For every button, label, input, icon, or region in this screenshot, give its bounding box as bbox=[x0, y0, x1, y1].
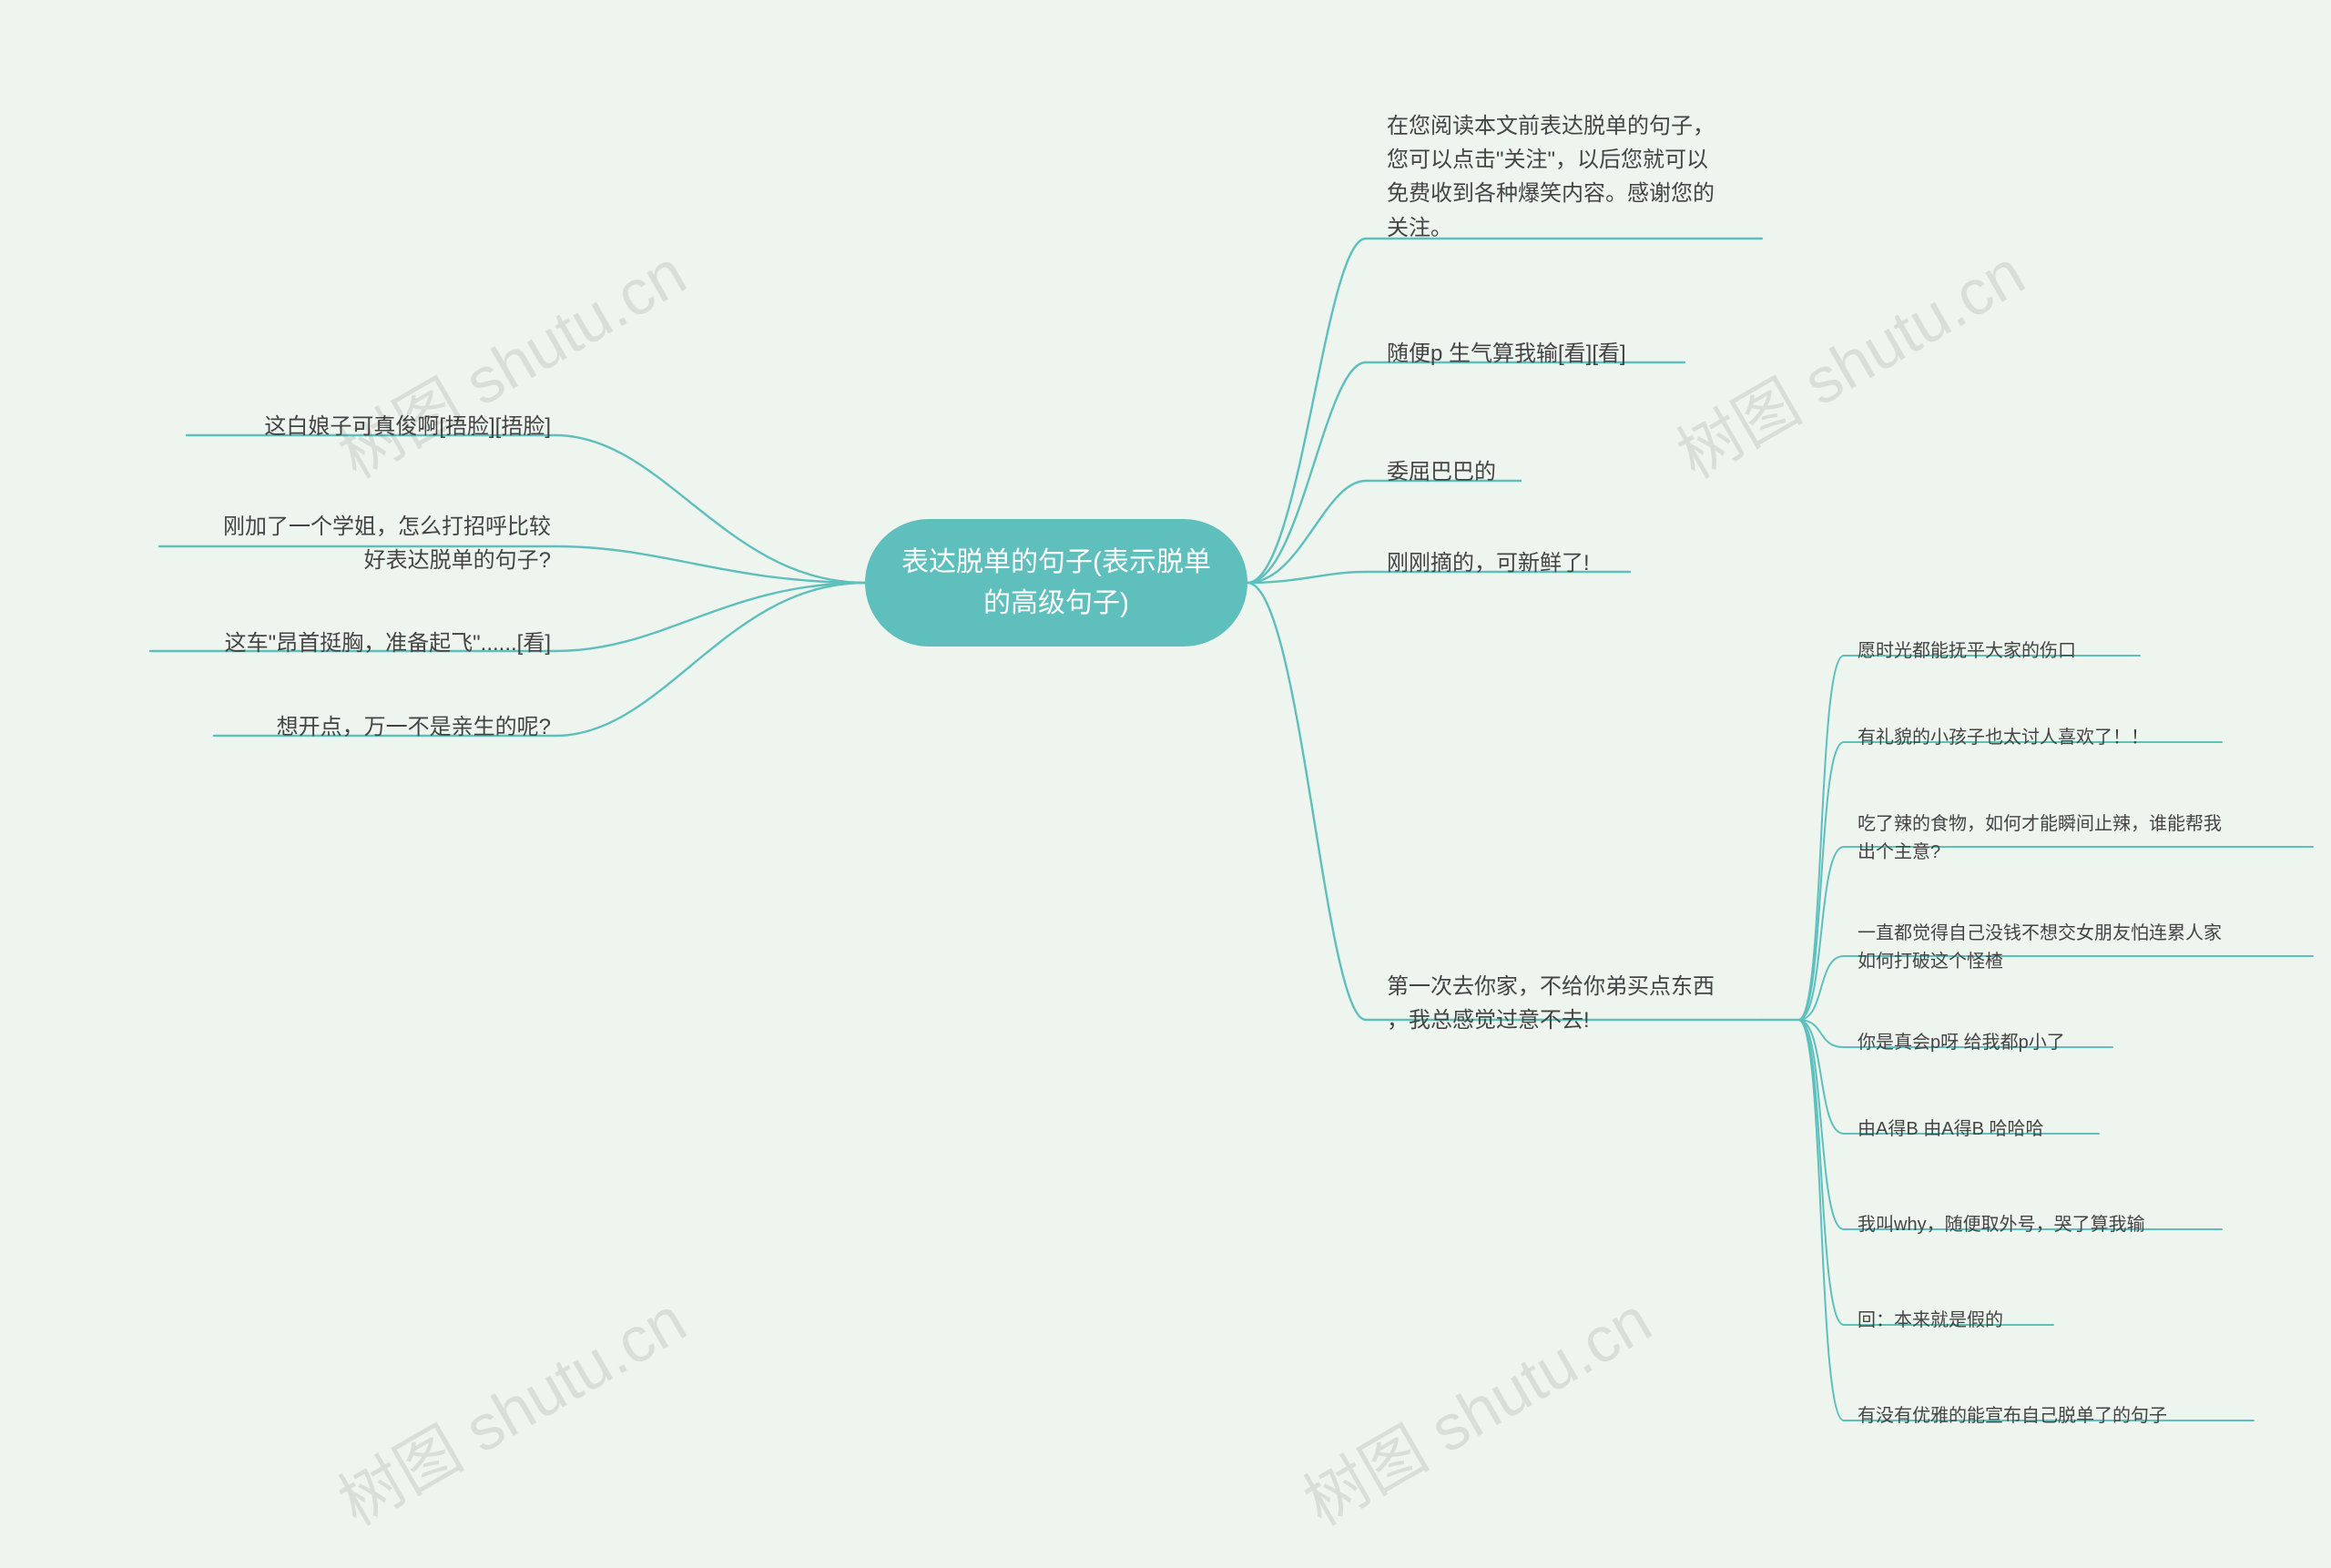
right-subnode[interactable]: 回：本来就是假的 bbox=[1858, 1307, 2003, 1335]
right-subnode[interactable]: 我叫why，随便取外号，哭了算我输 bbox=[1858, 1211, 2145, 1239]
right-subnode[interactable]: 一直都觉得自己没钱不想交女朋友怕连累人家 如何打破这个怪楂 bbox=[1858, 920, 2222, 976]
right-node[interactable]: 随便p 生气算我输[看][看] bbox=[1387, 337, 1696, 371]
right-node[interactable]: 刚刚摘的，可新鲜了! bbox=[1387, 546, 1642, 580]
left-node[interactable]: 刚加了一个学姐，怎么打招呼比较 好表达脱单的句子? bbox=[159, 510, 551, 577]
root-node[interactable]: 表达脱单的句子(表示脱单 的高级句子) bbox=[865, 519, 1247, 647]
right-subnode[interactable]: 由A得B 由A得B 哈哈哈 bbox=[1858, 1115, 2043, 1144]
right-subnode[interactable]: 吃了辣的食物，如何才能瞬间止辣，谁能帮我 出个主意? bbox=[1858, 810, 2222, 867]
right-node[interactable]: 委屈巴巴的 bbox=[1387, 455, 1532, 489]
left-node[interactable]: 想开点，万一不是亲生的呢? bbox=[214, 710, 551, 744]
right-node[interactable]: 在您阅读本文前表达脱单的句子， 您可以点击"关注"，以后您就可以 免费收到各种爆… bbox=[1387, 109, 1769, 245]
mindmap-canvas: 表达脱单的句子(表示脱单 的高级句子)这白娘子可真俊啊[捂脸][捂脸]刚加了一个… bbox=[0, 0, 2331, 1568]
right-node[interactable]: 第一次去你家，不给你弟买点东西 ，我总感觉过意不去! bbox=[1387, 970, 1769, 1037]
right-subnode[interactable]: 愿时光都能抚平大家的伤口 bbox=[1858, 637, 2076, 666]
left-node[interactable]: 这车"昂首挺胸，准备起飞"......[看] bbox=[150, 626, 551, 660]
right-subnode[interactable]: 有礼貌的小孩子也太讨人喜欢了！！ bbox=[1858, 724, 2149, 752]
root-label: 表达脱单的句子(表示脱单 的高级句子) bbox=[901, 542, 1211, 624]
right-subnode[interactable]: 你是真会p呀 给我都p小了 bbox=[1858, 1029, 2065, 1057]
right-subnode[interactable]: 有没有优雅的能宣布自己脱单了的句子 bbox=[1858, 1402, 2167, 1431]
